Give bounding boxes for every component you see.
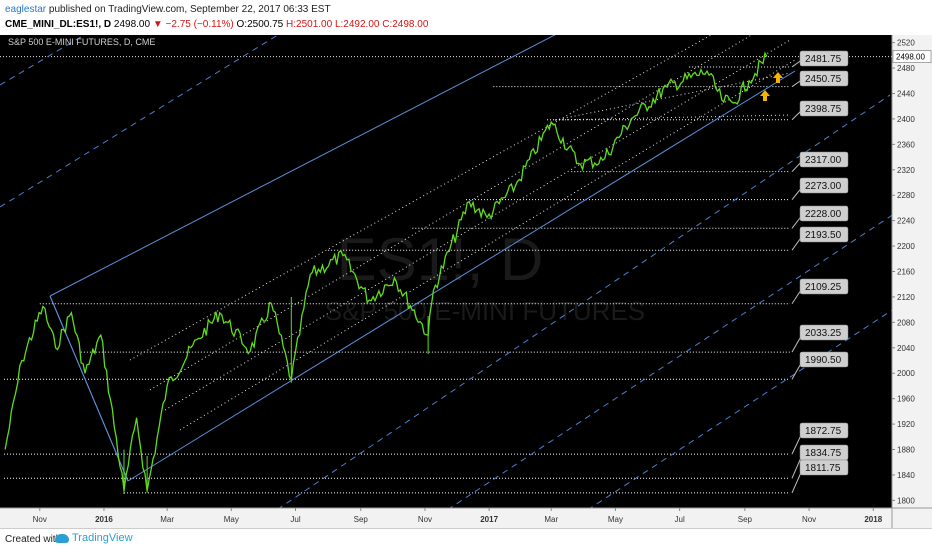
- price-change: −2.75 (−0.11%): [165, 19, 234, 30]
- level-label-text: 1990.50: [805, 355, 842, 366]
- level-label-text: 2398.75: [805, 104, 842, 115]
- author-link[interactable]: eaglestar: [5, 4, 47, 15]
- level-label-box: [799, 422, 849, 439]
- level-label-text: 2317.00: [805, 155, 842, 166]
- y-tick-label: 1880: [897, 446, 915, 455]
- y-tick-label: 2080: [897, 318, 915, 327]
- y-tick-label: 1840: [897, 471, 915, 480]
- low-value: L:2492.00: [334, 19, 380, 30]
- level-label-box: [799, 205, 849, 222]
- y-tick-label: 1960: [897, 395, 915, 404]
- y-tick-label: 1920: [897, 420, 915, 429]
- chart-title: S&P 500 E-MINI FUTURES, D, CME: [8, 37, 155, 47]
- footer: Created with TradingView: [0, 528, 932, 551]
- level-label-text: 1834.75: [805, 448, 842, 459]
- level-label-box: [799, 50, 849, 67]
- price-chart[interactable]: ES1!, D S&P 500 E-MINI FUTURES 2481.75 24…: [0, 35, 932, 528]
- y-tick-label: 1800: [897, 496, 915, 505]
- y-tick-label: 2160: [897, 268, 915, 277]
- outer-channel-dash-2: [0, 35, 279, 208]
- level-label-text: 2228.00: [805, 209, 842, 220]
- x-tick-label: Nov: [33, 515, 47, 524]
- level-label-box: [799, 151, 849, 168]
- y-tick-label: 2280: [897, 191, 915, 200]
- x-tick-label: Nov: [802, 515, 816, 524]
- level-label-box: [799, 459, 849, 476]
- outer-channel-dash-top: [0, 35, 86, 86]
- level-label-text: 2481.75: [805, 54, 842, 65]
- outer-channel-dash-5: [559, 304, 901, 528]
- level-label-box: [799, 177, 849, 194]
- level-label-text: 1811.75: [805, 463, 841, 474]
- level-label-text: 1872.75: [805, 426, 842, 437]
- inner-channel-dotted-line: [129, 35, 713, 361]
- x-tick-label: 2016: [95, 515, 113, 524]
- x-tick-label: 2018: [864, 515, 882, 524]
- last-price: 2498.00: [113, 19, 151, 30]
- outer-channel-dash-4: [419, 209, 901, 528]
- y-tick-label: 2000: [897, 369, 915, 378]
- x-tick-label: Jul: [675, 515, 685, 524]
- y-tick-label: 2320: [897, 166, 915, 175]
- pitchfork-handle-line: [49, 295, 129, 482]
- time-axis-panel[interactable]: [0, 508, 932, 528]
- watermark-symbol: ES1!, D: [337, 226, 544, 293]
- level-label-box: [799, 100, 849, 117]
- level-label-text: 2109.25: [805, 282, 842, 293]
- y-tick-label: 2440: [897, 89, 915, 98]
- x-tick-label: Mar: [160, 515, 174, 524]
- y-tick-label: 2360: [897, 140, 915, 149]
- tradingview-link[interactable]: TradingView: [55, 532, 133, 544]
- last-price-tag: [892, 50, 932, 63]
- x-tick-label: Mar: [544, 515, 558, 524]
- chart-background: [0, 35, 932, 528]
- level-label-box: [799, 324, 849, 341]
- y-tick-label: 2200: [897, 242, 915, 251]
- up-arrow-marker: [773, 72, 783, 83]
- level-label-text: 2450.75: [805, 74, 842, 85]
- tradingview-logo-icon: [55, 533, 69, 543]
- y-tick-label: 2240: [897, 217, 915, 226]
- high-value: H:2501.00: [286, 19, 333, 30]
- level-label-box: [799, 278, 849, 295]
- watermark-name: S&P 500 E-MINI FUTURES: [325, 296, 645, 326]
- published-text: published on TradingView.com, September …: [48, 4, 331, 15]
- up-arrow-marker: [760, 90, 770, 101]
- close-value: C:2498.00: [382, 19, 429, 30]
- tradingview-brand: TradingView: [72, 532, 133, 544]
- y-tick-label: 2040: [897, 344, 915, 353]
- level-label-text: 2273.00: [805, 181, 842, 192]
- open-value: O:2500.75: [236, 19, 284, 30]
- level-label-box: [799, 70, 849, 87]
- y-tick-label: 2520: [897, 39, 915, 48]
- x-tick-label: Jul: [290, 515, 300, 524]
- x-tick-label: May: [224, 515, 239, 524]
- down-arrow-icon: ▼: [152, 19, 163, 30]
- pitchfork-lower-line: [127, 70, 796, 482]
- created-with-text: Created with: [5, 534, 62, 545]
- outer-channel-dash-3: [249, 94, 891, 528]
- x-tick-label: Sep: [738, 515, 753, 524]
- last-price-tag-text: 2498.00: [896, 53, 925, 62]
- level-label-box: [799, 226, 849, 243]
- level-label-text: 2033.25: [805, 328, 842, 339]
- y-tick-label: 2120: [897, 293, 915, 302]
- x-tick-label: 2017: [480, 515, 498, 524]
- pitchfork-upper-line: [49, 35, 556, 297]
- y-tick-label: 2480: [897, 64, 915, 73]
- x-tick-label: May: [608, 515, 623, 524]
- y-tick-label: 2400: [897, 115, 915, 124]
- price-axis-panel[interactable]: [892, 35, 932, 528]
- symbol-label: CME_MINI_DL:ES1!, D: [5, 19, 112, 30]
- publish-info: eaglestar published on TradingView.com, …: [5, 4, 331, 15]
- level-label-box: [799, 351, 849, 368]
- chart-header: eaglestar published on TradingView.com, …: [0, 0, 932, 40]
- level-label-text: 2193.50: [805, 230, 842, 241]
- price-series-line: [4, 51, 768, 491]
- symbol-ohlc-line: CME_MINI_DL:ES1!, D 2498.00 ▼ −2.75 (−0.…: [5, 19, 428, 30]
- x-tick-label: Nov: [418, 515, 432, 524]
- x-tick-label: Sep: [354, 515, 369, 524]
